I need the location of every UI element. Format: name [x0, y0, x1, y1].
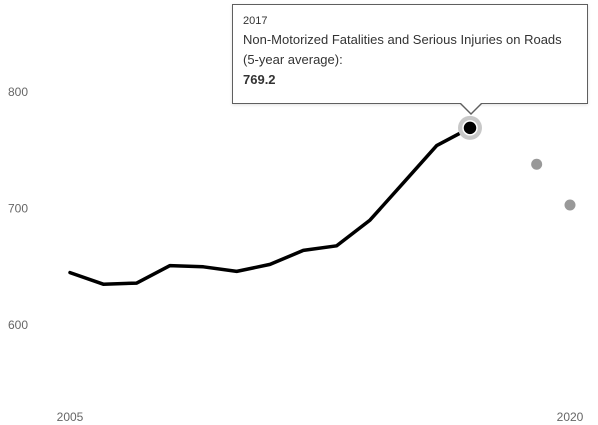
y-tick-label: 600 — [8, 318, 28, 332]
series-points — [458, 115, 576, 211]
tooltip-value: 769.2 — [243, 72, 276, 87]
y-tick-label: 800 — [8, 85, 28, 99]
y-axis-ticks: 600 700 800 — [8, 85, 28, 332]
x-tick-label: 2020 — [557, 410, 584, 424]
tooltip-label: Non-Motorized Fatalities and Serious Inj… — [243, 32, 562, 67]
y-tick-label: 700 — [8, 202, 28, 216]
data-point[interactable] — [531, 158, 543, 170]
highlighted-data-point[interactable] — [462, 120, 478, 136]
data-point[interactable] — [564, 199, 576, 211]
tooltip-year: 2017 — [243, 15, 268, 27]
series-line — [68, 126, 472, 286]
x-tick-label: 2005 — [57, 410, 84, 424]
data-tooltip: 2017 Non-Motorized Fatalities and Seriou… — [232, 4, 588, 115]
series-lines — [68, 126, 472, 286]
x-axis-ticks: 2005 2020 — [57, 410, 584, 424]
